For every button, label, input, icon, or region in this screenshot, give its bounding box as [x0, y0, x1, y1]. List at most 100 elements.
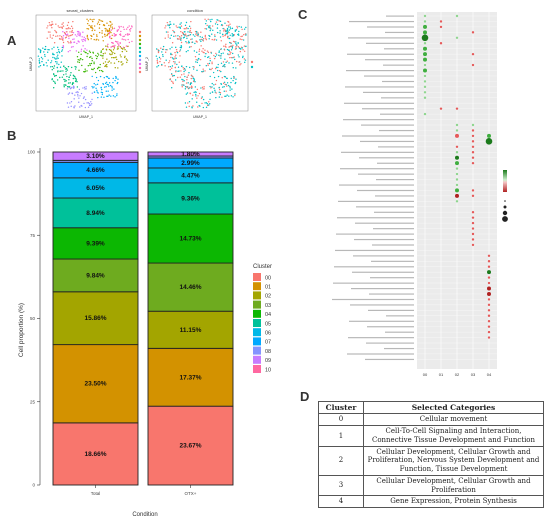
umap-point: [213, 84, 215, 86]
umap-point: [219, 93, 222, 96]
umap-point: [53, 42, 56, 44]
dot-point: [423, 46, 427, 51]
umap-point: [124, 39, 127, 41]
dot-point: [455, 107, 459, 110]
dot-point: [487, 298, 491, 301]
dot-point: [455, 200, 459, 203]
bar-ytick-label: 50: [30, 316, 36, 321]
umap-point: [160, 47, 162, 49]
umap-point: [68, 86, 70, 88]
umap-point: [71, 30, 73, 33]
umap-point: [97, 66, 100, 69]
umap-point: [209, 27, 211, 29]
umap-point: [237, 42, 239, 44]
panel-label-c: C: [298, 7, 308, 22]
umap-point: [218, 87, 220, 89]
umap-point: [170, 34, 173, 37]
umap-point: [165, 25, 167, 27]
dot-point: [423, 74, 427, 78]
umap-point: [212, 29, 214, 32]
bar-data-label: 9.84%: [86, 272, 105, 279]
umap-point: [229, 85, 231, 88]
dot-row-label: [339, 184, 414, 186]
umap-point: [230, 45, 233, 48]
bar-legend-label: 08: [265, 349, 271, 355]
umap-point: [202, 38, 205, 40]
umap-point: [51, 21, 53, 23]
umap-point: [76, 81, 78, 83]
bar-data-label: 3.10%: [86, 153, 105, 160]
table-cell-cluster: 1: [318, 425, 364, 447]
umap-point: [120, 56, 122, 58]
umap-point: [107, 43, 109, 46]
bar-xtick-label: Total: [91, 491, 101, 496]
umap-point: [123, 28, 125, 31]
umap-point: [228, 50, 231, 53]
umap-point: [51, 65, 54, 68]
umap-point: [175, 46, 177, 49]
umap-point: [84, 88, 86, 90]
umap-point: [239, 64, 241, 66]
umap-point: [178, 70, 180, 72]
umap-point: [70, 41, 73, 44]
panel-label-a: A: [7, 33, 17, 48]
umap-point: [81, 64, 83, 67]
dot-row-label: [384, 347, 414, 350]
umap-point: [96, 35, 98, 38]
umap-point: [155, 55, 158, 57]
umap-point: [186, 42, 188, 44]
umap-point: [202, 88, 204, 90]
umap-point: [109, 30, 111, 33]
dot-row-label: [335, 249, 414, 252]
umap-point: [162, 54, 164, 56]
umap-point: [179, 55, 181, 57]
umap-point: [91, 57, 93, 60]
umap-point: [69, 74, 72, 76]
umap-point: [69, 31, 71, 33]
umap-point: [225, 46, 227, 48]
panel-label-b: B: [7, 128, 17, 143]
umap-point: [223, 90, 225, 92]
dot-point: [455, 188, 459, 193]
umap-point: [229, 28, 232, 30]
umap-point: [214, 91, 216, 93]
bar-ytick-label: 100: [27, 150, 35, 155]
umap-point: [123, 56, 126, 59]
umap-point: [159, 60, 161, 63]
umap-point: [104, 61, 107, 63]
umap-point: [101, 32, 103, 34]
bar-legend-swatch: [253, 273, 261, 281]
dot-point: [439, 107, 443, 110]
umap-point: [74, 77, 77, 79]
umap-point: [77, 30, 80, 33]
umap-point: [232, 79, 234, 82]
umap-legend-key: [138, 70, 142, 74]
dot-row-label: [356, 206, 414, 208]
umap-legend-key: [138, 50, 142, 54]
dot-point: [423, 24, 427, 29]
umap-point: [177, 37, 179, 40]
umap-point: [157, 64, 160, 67]
umap-point: [108, 60, 111, 62]
dot-point: [487, 309, 491, 312]
umap-point: [63, 31, 66, 34]
dot-row-label: [350, 304, 414, 306]
umap-point: [196, 32, 198, 34]
dot-row-label: [332, 298, 414, 301]
dot-point: [423, 112, 427, 116]
umap-point: [87, 38, 90, 41]
umap-point: [169, 69, 171, 71]
umap-right-xlabel: UMAP_1: [193, 115, 207, 119]
umap-point: [226, 94, 228, 96]
umap-point: [225, 95, 227, 98]
umap-point: [193, 50, 196, 52]
umap-point: [168, 61, 170, 64]
umap-point: [101, 88, 103, 91]
umap-point: [188, 72, 190, 74]
umap-point: [161, 51, 163, 53]
umap-point: [224, 95, 226, 98]
umap-point: [99, 75, 102, 78]
dot-xtick-label: 03: [471, 372, 476, 377]
umap-point: [176, 50, 178, 53]
umap-point: [241, 47, 244, 49]
